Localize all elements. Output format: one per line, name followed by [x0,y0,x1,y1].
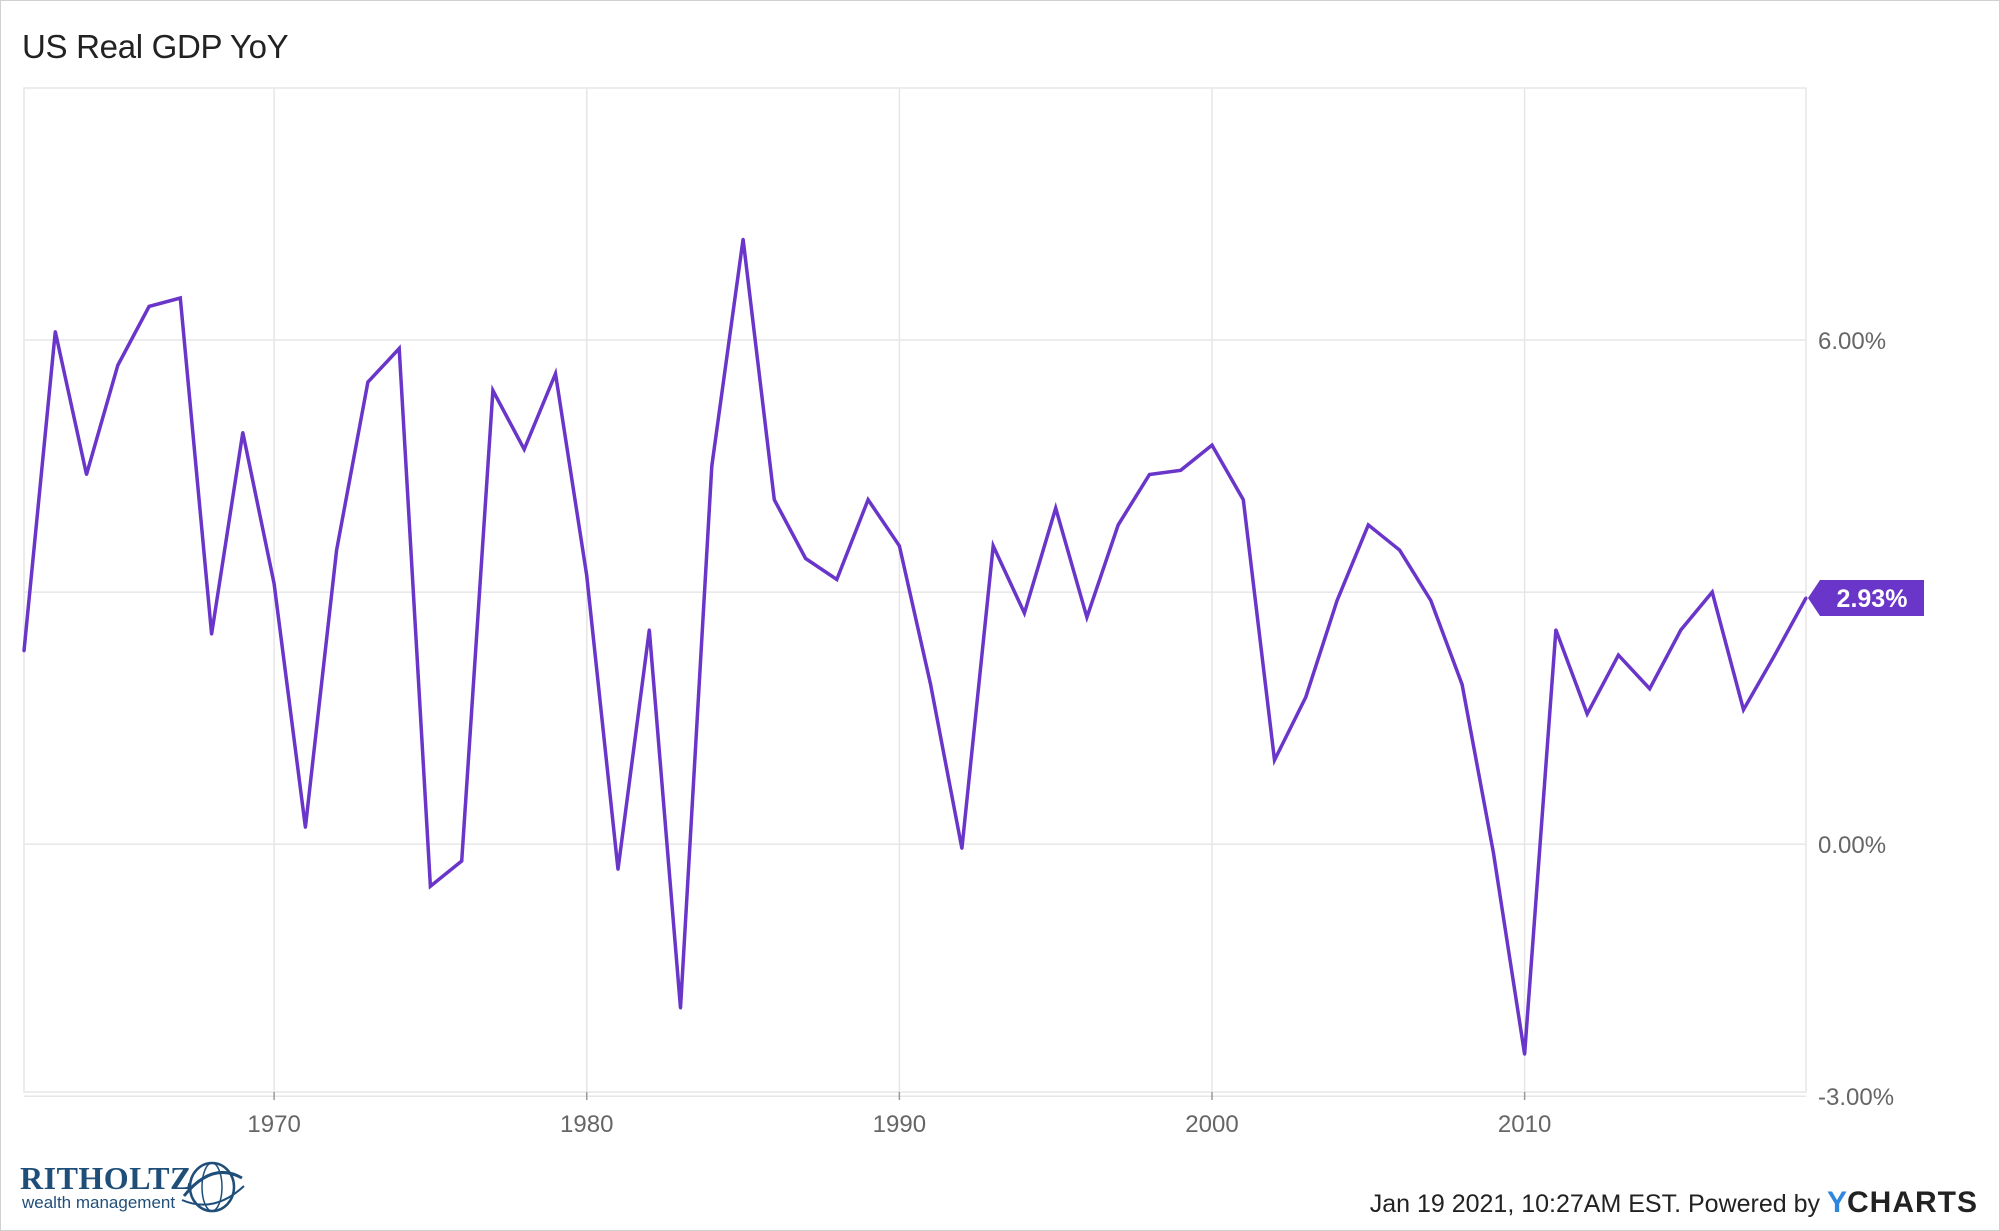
data-point [397,346,401,350]
data-point [1616,653,1620,657]
data-point [866,498,870,502]
logo-tagline: wealth management [22,1193,176,1212]
data-point [147,304,151,308]
data-point [741,237,745,241]
data-point [1710,590,1714,594]
data-point [178,296,182,300]
data-point [522,447,526,451]
globe-icon [181,1161,245,1213]
ritholtz-logo: RITHOLTZ wealth management [20,1160,250,1214]
y-tick-label: 6.00% [1818,328,1886,355]
data-point [835,577,839,581]
last-value-marker: 2.93% [1808,579,1924,616]
data-point [1273,758,1277,762]
data-point [366,380,370,384]
data-point [1398,548,1402,552]
chart-title: US Real GDP YoY [22,28,289,65]
data-point [1085,615,1089,619]
grid-lines [23,87,1807,1100]
data-point [1679,628,1683,632]
series-layer [22,237,1808,1056]
data-point [1147,472,1151,476]
data-point [1773,653,1777,657]
plot-area-border [23,87,1807,1093]
data-point [1335,599,1339,603]
chart-footer: Jan 19 2021, 10:27AM EST. Powered by YCH… [1370,1186,1978,1220]
data-point [585,573,589,577]
x-tick-label: 1990 [873,1111,926,1138]
data-point [303,825,307,829]
data-point [616,867,620,871]
data-point [1585,712,1589,716]
data-point [772,498,776,502]
data-point [335,548,339,552]
data-point [804,556,808,560]
data-point [241,430,245,434]
data-point [1648,687,1652,691]
x-tick-label: 2000 [1185,1111,1238,1138]
data-point [1429,599,1433,603]
data-point [929,683,933,687]
axis-labels: 6.00%3.00%0.00%-3.00%1970198019902000201… [247,328,1894,1138]
data-point [1304,695,1308,699]
data-point [85,472,89,476]
data-point [53,330,57,334]
data-point [1804,596,1808,600]
ycharts-logo-y: Y [1826,1186,1847,1219]
data-point [1741,708,1745,712]
data-point [116,363,120,367]
logo-name: RITHOLTZ [20,1160,192,1196]
data-point [553,372,557,376]
timestamp: Jan 19 2021, 10:27AM EST. [1369,1190,1682,1218]
series-line [22,238,1808,1055]
last-value-badge [1808,579,1924,616]
x-tick-label: 1980 [560,1111,613,1138]
data-point [1491,851,1495,855]
x-tick-label: 1970 [247,1111,300,1138]
y-tick-label: -3.00% [1818,1084,1894,1111]
data-point [710,464,714,468]
data-point [1054,506,1058,510]
data-point [1460,683,1464,687]
data-point [960,846,964,850]
data-point [897,544,901,548]
data-point [1241,498,1245,502]
last-value-label: 2.93% [1837,585,1908,613]
data-point [272,582,276,586]
data-point [491,388,495,392]
data-point [1022,611,1026,615]
data-point [1523,1052,1527,1056]
powered-by: Powered by [1688,1190,1821,1218]
data-point [460,859,464,863]
y-tick-label: 0.00% [1818,832,1886,859]
data-point [991,544,995,548]
data-point [1116,523,1120,527]
data-point [1366,523,1370,527]
data-point [679,1006,683,1010]
data-point [428,884,432,888]
x-tick-label: 2010 [1498,1111,1551,1138]
data-point [1210,443,1214,447]
data-point [22,649,26,653]
data-point [647,628,651,632]
data-point [1554,628,1558,632]
ycharts-logo-text: CHARTS [1847,1186,1978,1219]
data-point [1179,468,1183,472]
data-point [210,632,214,636]
